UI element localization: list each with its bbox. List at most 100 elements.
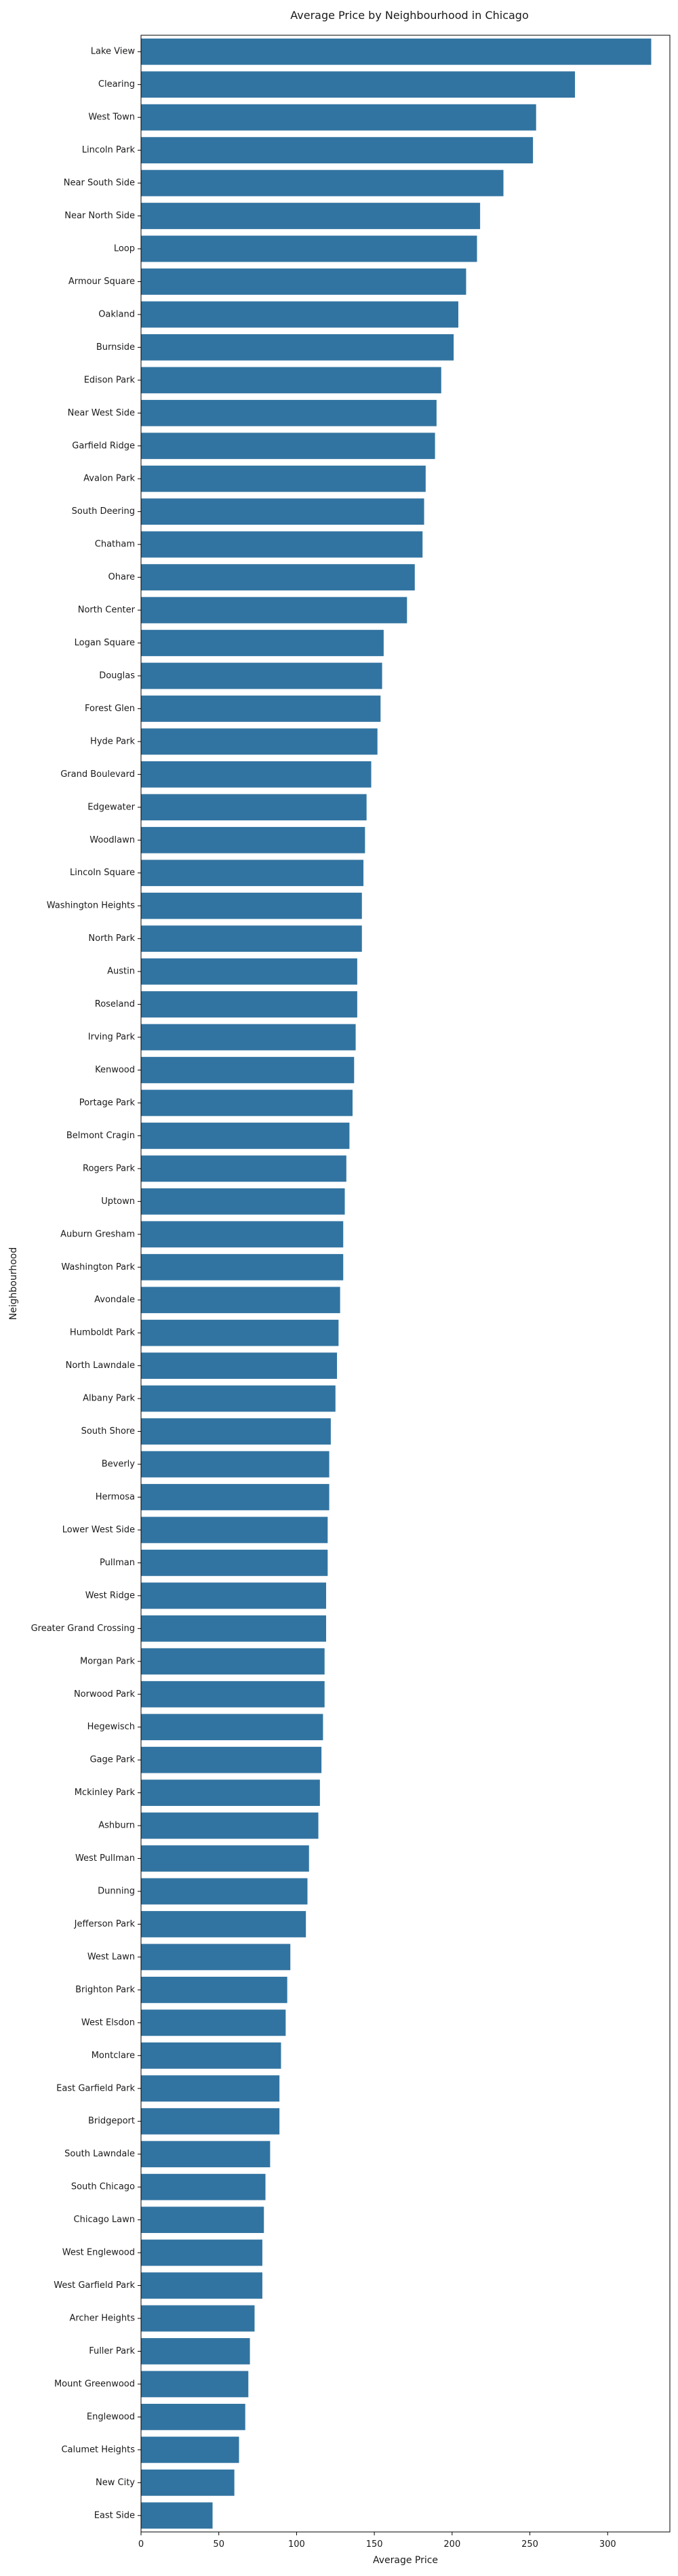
bar (141, 1582, 326, 1609)
y-tick-label: Humboldt Park (70, 1328, 136, 1338)
bar (141, 826, 365, 853)
bar (141, 1287, 340, 1314)
y-tick-label: Hyde Park (90, 736, 135, 746)
bar (141, 2239, 262, 2266)
y-tick-label: Montclare (92, 2051, 135, 2061)
y-tick-label: North Center (78, 605, 136, 616)
bar (141, 399, 437, 426)
y-tick-label: Uptown (101, 1196, 135, 1207)
y-tick-label: Burnside (96, 342, 135, 353)
bar (141, 925, 362, 952)
y-tick-label: Logan Square (75, 638, 135, 648)
y-tick-label: Calumet Heights (61, 2444, 135, 2455)
bar (141, 2305, 255, 2332)
x-tick-label: 200 (443, 2539, 460, 2550)
bar (141, 1681, 325, 1708)
bar (141, 1878, 308, 1905)
y-tick-label: Irving Park (88, 1032, 136, 1043)
y-tick-label: West Pullman (75, 1853, 135, 1864)
bar (141, 235, 477, 262)
y-tick-label: Washington Park (61, 1262, 135, 1272)
bar (141, 2272, 262, 2299)
bar (141, 1188, 345, 1215)
y-tick-label: West Garfield Park (54, 2280, 135, 2291)
bar (141, 2404, 245, 2430)
y-tick-label: Lower West Side (62, 1525, 135, 1535)
y-tick-label: West Elsdon (81, 2017, 135, 2028)
y-tick-label: Armour Square (68, 277, 135, 287)
y-tick-label: Chicago Lawn (74, 2215, 135, 2225)
bar (141, 860, 364, 887)
bar (141, 2173, 266, 2200)
bar (141, 1484, 330, 1510)
y-tick-labels: Lake View Clearing West Town Lincoln Park Ne… (31, 47, 141, 2520)
y-tick-label: Pullman (100, 1558, 135, 1568)
bar (141, 38, 652, 65)
chart-title: Average Price by Neighbourhood in Chicag… (290, 9, 529, 22)
x-tick-label: 100 (288, 2539, 305, 2550)
y-tick-label: Norwood Park (74, 1689, 136, 1699)
y-tick-label: Avalon Park (83, 474, 135, 484)
bar (141, 1089, 353, 1116)
plot-frame (140, 35, 671, 2533)
y-tick-label: Grand Boulevard (60, 769, 135, 780)
y-tick-label: Englewood (87, 2412, 135, 2422)
y-tick-label: Ohare (108, 572, 136, 582)
y-tick-label: North Park (88, 933, 135, 944)
bar (141, 2371, 249, 2398)
y-tick-label: Hegewisch (87, 1722, 135, 1732)
bar (141, 1319, 339, 1346)
y-tick-label: Jefferson Park (74, 1919, 136, 1929)
bar (141, 432, 435, 460)
bar (141, 1516, 328, 1544)
y-tick-label: South Deering (72, 506, 135, 517)
y-tick-label: Forest Glen (85, 704, 135, 714)
bar (141, 268, 466, 295)
bar (141, 892, 362, 919)
bar (141, 1944, 291, 1971)
y-tick-label: New City (96, 2478, 135, 2488)
y-tick-label: Gage Park (89, 1755, 135, 1765)
y-tick-label: Archer Heights (69, 2314, 135, 2324)
y-tick-label: Austin (107, 967, 135, 977)
y-tick-label: Near West Side (68, 408, 135, 418)
y-tick-label: Douglas (99, 670, 135, 681)
y-tick-label: Bridgeport (88, 2116, 135, 2127)
bar (141, 367, 441, 394)
y-tick-label: Mckinley Park (75, 1788, 136, 1798)
bar (141, 1746, 322, 1773)
y-tick-label: Near South Side (64, 178, 135, 188)
bar (141, 1911, 306, 1937)
bar (141, 531, 423, 558)
bar (141, 2469, 235, 2496)
bar (141, 1418, 331, 1445)
bar (141, 301, 458, 328)
y-tick-label: Near North Side (64, 211, 135, 221)
bar (141, 2502, 213, 2529)
bar (141, 2436, 239, 2463)
y-tick-label: Dunning (98, 1887, 135, 1897)
bar (141, 1977, 287, 2003)
y-tick-label: Oakland (98, 309, 135, 319)
y-tick-label: West Ridge (85, 1590, 135, 1601)
bar (141, 761, 372, 788)
y-tick-label: South Chicago (71, 2182, 135, 2192)
y-tick-label: Edgewater (87, 802, 135, 812)
y-tick-label: Brighton Park (75, 1985, 135, 1995)
y-tick-label: West Town (88, 113, 135, 123)
bar (141, 2338, 250, 2364)
x-tick-label: 150 (366, 2539, 383, 2550)
bar (141, 334, 454, 361)
bar (141, 71, 576, 98)
y-tick-label: Roseland (95, 999, 135, 1009)
y-tick-label: Lake View (91, 47, 136, 57)
y-axis-label: Neighbourhood (8, 1247, 19, 1320)
bar (141, 1385, 336, 1412)
y-tick-label: North Lawndale (66, 1361, 135, 1371)
y-tick-label: Rogers Park (83, 1163, 135, 1173)
y-tick-label: Albany Park (83, 1394, 135, 1404)
bar (141, 2009, 286, 2036)
y-tick-label: East Garfield Park (56, 2083, 135, 2093)
bar (141, 728, 378, 755)
bar (141, 630, 384, 656)
